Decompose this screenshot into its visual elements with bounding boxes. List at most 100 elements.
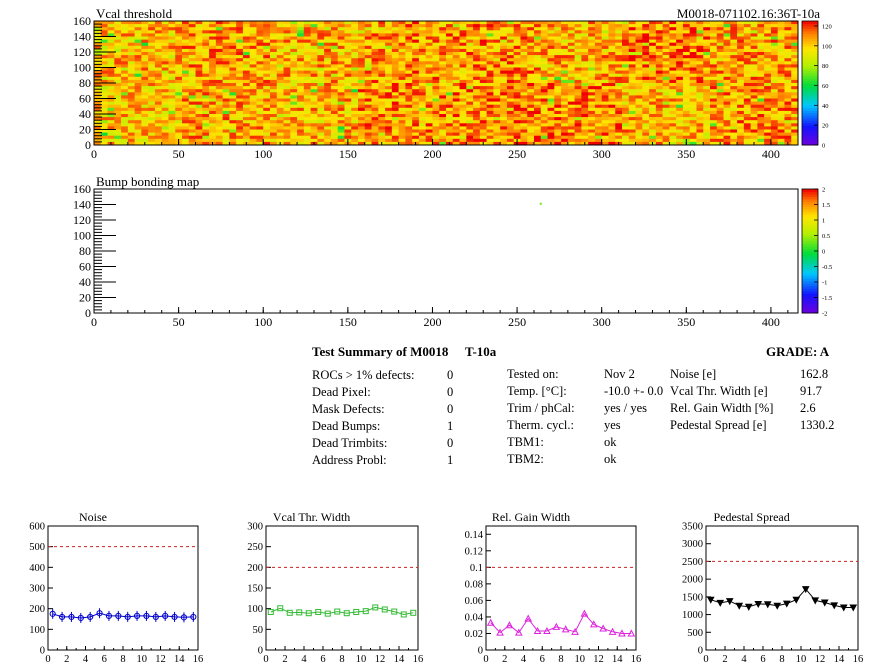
heatmap-cell: [662, 64, 670, 68]
heatmap-cell: [669, 70, 677, 74]
heatmap-cell: [256, 104, 264, 109]
heatmap-cell: [466, 58, 474, 62]
heatmap-cell: [330, 36, 338, 40]
heatmap-cell: [249, 138, 257, 143]
heatmap-cell: [358, 58, 366, 62]
colorbar-segment: [802, 246, 818, 250]
x-tick-label: 8: [339, 654, 344, 665]
x-tick-label: 150: [339, 147, 357, 161]
heatmap-cell: [317, 98, 325, 102]
colorbar-segment: [802, 303, 818, 307]
heatmap-cell: [182, 64, 190, 68]
heatmap-cell: [473, 117, 481, 121]
heatmap-cell: [297, 73, 305, 78]
heatmap-cell: [317, 141, 325, 146]
heatmap-cell: [527, 79, 535, 84]
heatmap-cell: [134, 110, 142, 115]
heatmap-cell: [229, 123, 237, 127]
heatmap-cell: [459, 138, 467, 143]
heatmap-cell: [784, 39, 792, 43]
heatmap-cell: [743, 64, 751, 68]
heatmap-cell: [317, 107, 325, 112]
heatmap-cell: [378, 101, 386, 105]
heatmap-cell: [446, 36, 454, 40]
heatmap-cell: [452, 27, 460, 31]
heatmap-cell: [303, 89, 311, 93]
heatmap-cell: [94, 92, 102, 96]
heatmap-cell: [242, 110, 250, 115]
heatmap-cell: [249, 123, 257, 127]
heatmap-cell: [649, 55, 657, 59]
heatmap-cell: [229, 55, 237, 59]
heatmap-cell: [608, 92, 616, 96]
heatmap-cell: [676, 129, 684, 133]
heatmap-cell: [324, 61, 332, 65]
heatmap-cell: [215, 24, 223, 28]
y-tick-label: 0: [478, 646, 483, 657]
heatmap-cell: [561, 36, 569, 40]
heatmap-cell: [168, 21, 176, 25]
heatmap-cell: [242, 83, 250, 87]
heatmap-cell: [608, 24, 616, 28]
heatmap-cell: [148, 117, 156, 121]
heatmap-cell: [594, 48, 602, 53]
colorbar-tick-label: 1.5: [822, 202, 830, 209]
heatmap-cell: [439, 126, 447, 130]
heatmap-cell: [479, 36, 487, 40]
heatmap-cell: [202, 117, 210, 121]
heatmap-cell: [256, 141, 264, 146]
heatmap-cell: [446, 48, 454, 53]
heatmap-cell: [757, 58, 765, 62]
heatmap-cell: [378, 110, 386, 115]
heatmap-cell: [418, 120, 426, 124]
heatmap-cell: [716, 30, 724, 34]
heatmap-cell: [418, 73, 426, 78]
heatmap-cell: [534, 117, 542, 121]
heatmap-cell: [594, 70, 602, 74]
heatmap-cell: [256, 24, 264, 28]
heatmap-cell: [737, 79, 745, 84]
heatmap-cell: [567, 141, 575, 146]
heatmap-cell: [594, 55, 602, 59]
heatmap-cell: [114, 48, 122, 53]
heatmap-cell: [121, 27, 129, 31]
heatmap-cell: [513, 104, 521, 109]
heatmap-cell: [195, 107, 203, 112]
heatmap-cell: [141, 73, 149, 78]
heatmap-cell: [750, 114, 758, 118]
heatmap-cell: [527, 98, 535, 102]
heatmap-cell: [405, 45, 413, 50]
heatmap-cell: [134, 141, 142, 146]
heatmap-cell: [290, 45, 298, 50]
heatmap-cell: [134, 83, 142, 87]
heatmap-cell: [310, 95, 318, 99]
heatmap-cell: [642, 36, 650, 40]
heatmap-cell: [344, 70, 352, 74]
x-tick-label: 6: [320, 654, 325, 665]
heatmap-cell: [94, 52, 102, 56]
heatmap-cell: [655, 129, 663, 133]
heatmap-cell: [588, 135, 596, 140]
heatmap-cell: [425, 21, 433, 25]
heatmap-cell: [655, 101, 663, 105]
heatmap-cell: [655, 107, 663, 112]
y-tick-label: 1500: [682, 592, 703, 603]
y-tick-label: 2500: [682, 557, 703, 568]
heatmap-cell: [215, 27, 223, 31]
heatmap-cell: [154, 129, 162, 133]
heatmap-cell: [622, 79, 630, 84]
heatmap-cell: [215, 83, 223, 87]
colorbar-segment: [802, 55, 818, 59]
heatmap-cell: [161, 79, 169, 84]
heatmap-cell: [737, 27, 745, 31]
heatmap-cell: [710, 39, 718, 43]
heatmap-cell: [188, 39, 196, 43]
heatmap-cell: [290, 76, 298, 81]
heatmap-cell: [791, 117, 799, 121]
heatmap-cell: [676, 70, 684, 74]
heatmap-cell: [642, 48, 650, 53]
heatmap-cell: [398, 27, 406, 31]
heatmap-cell: [398, 67, 406, 71]
heatmap-cell: [588, 141, 596, 146]
x-tick-label: 16: [413, 654, 424, 665]
